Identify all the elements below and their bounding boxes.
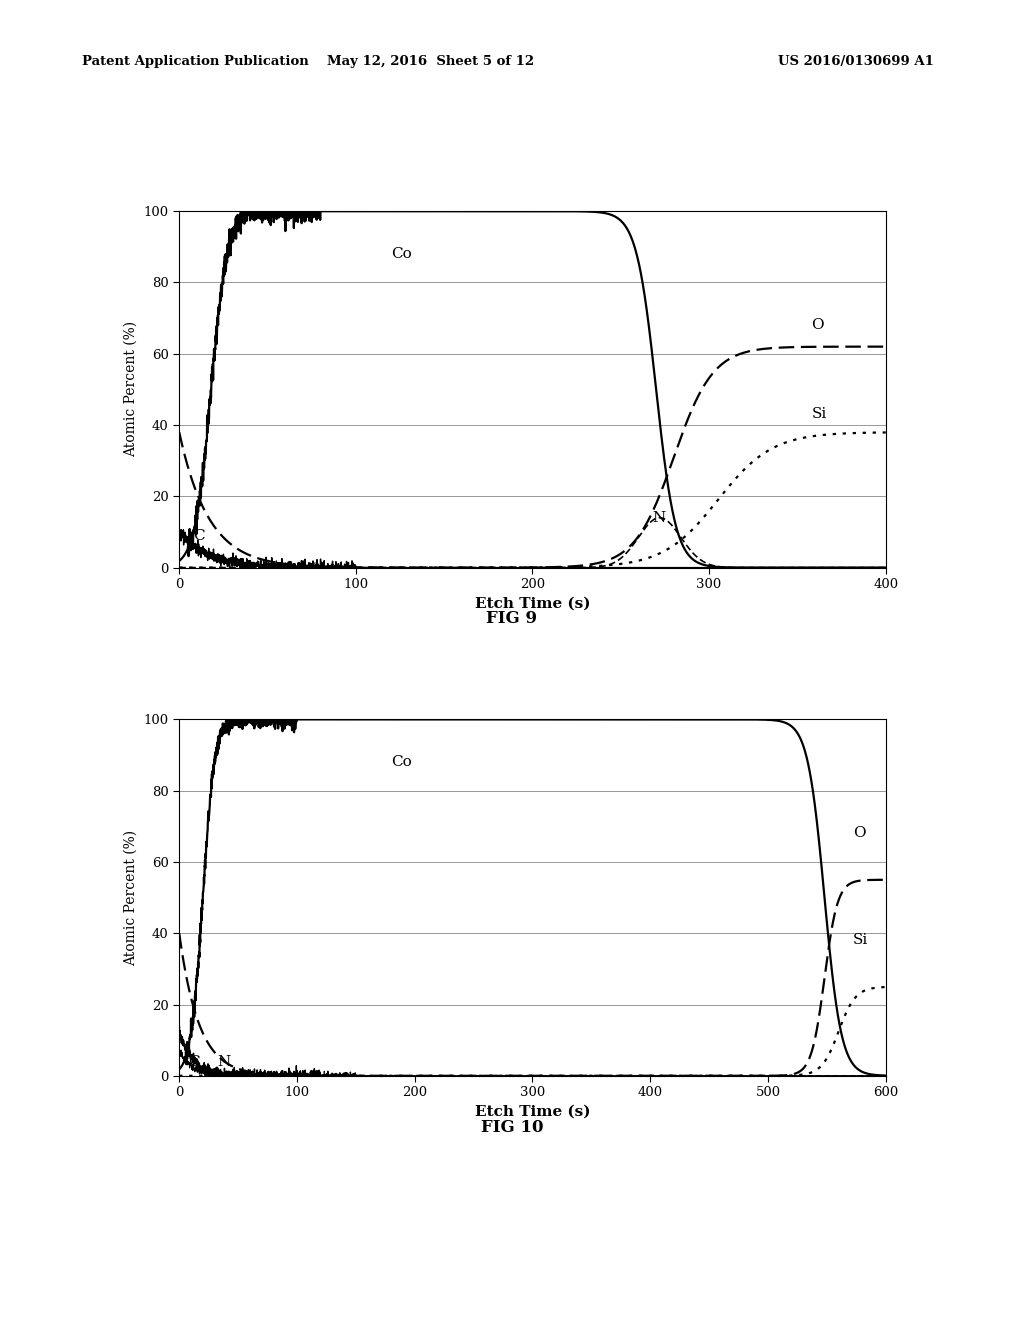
X-axis label: Etch Time (s): Etch Time (s) xyxy=(475,1105,590,1119)
Text: Si: Si xyxy=(853,933,868,948)
Y-axis label: Atomic Percent (%): Atomic Percent (%) xyxy=(124,829,138,966)
Text: Co: Co xyxy=(391,247,412,261)
Text: O: O xyxy=(853,826,865,841)
Text: May 12, 2016  Sheet 5 of 12: May 12, 2016 Sheet 5 of 12 xyxy=(327,55,534,69)
Text: C: C xyxy=(194,528,205,543)
Text: Si: Si xyxy=(812,408,826,421)
Text: US 2016/0130699 A1: US 2016/0130699 A1 xyxy=(778,55,934,69)
Y-axis label: Atomic Percent (%): Atomic Percent (%) xyxy=(124,321,138,458)
Text: FIG 10: FIG 10 xyxy=(480,1119,544,1137)
Text: Co: Co xyxy=(391,755,412,770)
Text: FIG 9: FIG 9 xyxy=(486,610,538,627)
Text: N: N xyxy=(652,511,666,525)
X-axis label: Etch Time (s): Etch Time (s) xyxy=(475,597,590,611)
Text: O: O xyxy=(812,318,824,333)
Text: N: N xyxy=(217,1055,230,1069)
Text: Patent Application Publication: Patent Application Publication xyxy=(82,55,308,69)
Text: C: C xyxy=(188,1055,201,1069)
